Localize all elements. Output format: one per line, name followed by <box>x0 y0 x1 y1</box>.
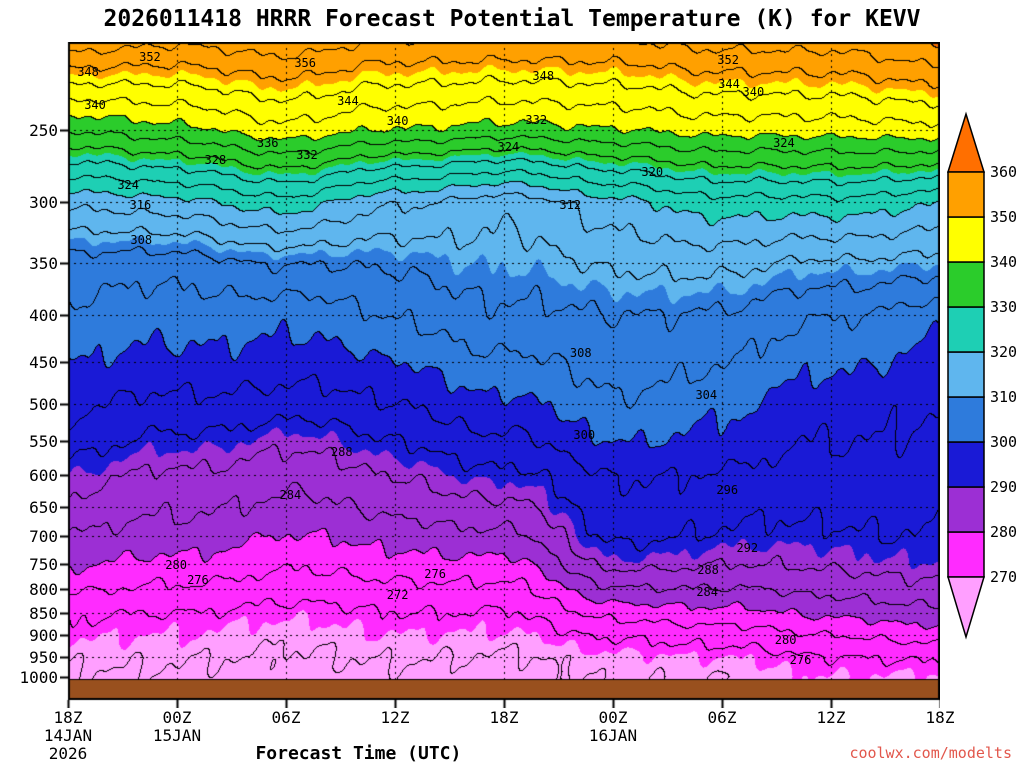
contour-line-label: 352 <box>717 52 739 67</box>
y-axis-tick-label: 800 <box>29 579 58 599</box>
x-axis-tick-label: 12Z <box>380 708 410 727</box>
colorbar-segment-340 <box>947 216 985 263</box>
colorbar-tick-label: 290 <box>990 478 1017 496</box>
x-axis-tick-label: 00Z <box>162 708 192 727</box>
contour-line-label: 344 <box>337 94 359 109</box>
y-axis-tick-label: 350 <box>29 253 58 273</box>
contour-line-label: 340 <box>386 113 409 128</box>
x-axis-date-label: 14JAN <box>43 726 93 745</box>
contour-line-label: 288 <box>330 444 353 459</box>
contour-line-label: 304 <box>695 387 718 402</box>
contour-line-label: 276 <box>789 652 812 667</box>
colorbar-segment-310 <box>947 351 985 398</box>
contour-line-label: 272 <box>386 587 409 602</box>
contour-line-label: 328 <box>204 152 227 167</box>
y-axis-tick-label: 700 <box>29 527 58 547</box>
watermark-link[interactable]: coolwx.com/modelts <box>849 744 1012 762</box>
contour-line-label: 280 <box>774 633 797 648</box>
colorbar-tick-label: 330 <box>990 298 1017 316</box>
y-axis-tick-label: 600 <box>29 466 58 486</box>
contour-plot-canvas <box>60 42 940 708</box>
colorbar-tick-label: 300 <box>990 433 1017 451</box>
contour-line-label: 308 <box>569 346 592 361</box>
contour-line-label: 276 <box>424 567 446 582</box>
chart-title: 2026011418 HRRR Forecast Potential Tempe… <box>103 6 921 32</box>
y-axis-tick-label: 300 <box>29 192 58 212</box>
y-axis-tick-label: 550 <box>29 432 58 452</box>
contour-line-label: 344 <box>718 77 740 92</box>
contour-line-label: 340 <box>84 98 106 113</box>
contour-line-label: 324 <box>773 136 795 151</box>
contour-line-label: 320 <box>641 165 664 180</box>
y-axis-tick-label: 250 <box>29 121 58 141</box>
colorbar-tick-label: 350 <box>990 208 1017 226</box>
colorbar-tick-label: 320 <box>990 343 1017 361</box>
colorbar-segment-320 <box>947 306 985 353</box>
x-axis-date-label: 15JAN <box>152 726 202 745</box>
contour-line-label: 324 <box>117 177 139 192</box>
y-axis-tick-label: 450 <box>29 352 58 372</box>
x-axis-date-label: 2026 <box>48 744 88 763</box>
y-axis-tick-label: 1000 <box>19 668 58 687</box>
contour-line-label: 356 <box>294 56 317 71</box>
contour-line-label: 292 <box>736 541 759 555</box>
contour-line-label: 336 <box>256 136 279 151</box>
colorbar-segment-270 <box>947 531 985 578</box>
x-axis-tick-label: 18Z <box>925 708 955 727</box>
colorbar-tick-label: 340 <box>990 253 1017 271</box>
colorbar-segment-330 <box>947 261 985 308</box>
contour-line-label: 316 <box>129 198 152 213</box>
contour-line-label: 280 <box>165 558 187 573</box>
x-axis-tick-label: 12Z <box>816 708 846 727</box>
colorbar-arrow-high <box>946 111 986 173</box>
x-axis-title: Forecast Time (UTC) <box>255 743 462 764</box>
colorbar-arrow-low <box>946 576 986 640</box>
contour-line-label: 308 <box>130 233 153 248</box>
contour-line-label: 296 <box>716 483 739 498</box>
colorbar-tick-label: 360 <box>990 163 1017 181</box>
contour-line-label: 288 <box>697 562 719 577</box>
y-axis-tick-label: 750 <box>29 554 58 574</box>
contour-line-label: 324 <box>497 140 520 155</box>
colorbar-segment-290 <box>947 441 985 488</box>
x-axis-tick-label: 06Z <box>271 708 301 727</box>
x-axis-tick-label: 06Z <box>707 708 737 727</box>
colorbar-tick-label: 280 <box>990 523 1017 541</box>
colorbar-tick-label: 270 <box>990 568 1017 586</box>
colorbar-segment-350 <box>947 171 985 218</box>
y-axis-tick-label: 950 <box>29 647 58 667</box>
colorbar: 270 280 290 300 310 320 330 340 350 360 <box>946 111 1017 640</box>
contour-line-label: 340 <box>742 85 765 99</box>
contour-line-label: 348 <box>77 65 99 80</box>
x-axis-tick-label: 18Z <box>53 708 83 727</box>
y-axis-tick-label: 900 <box>29 626 58 646</box>
x-axis-tick-label: 18Z <box>489 708 519 727</box>
y-axis-tick-label: 400 <box>29 306 58 326</box>
y-axis-tick-label: 850 <box>29 603 58 623</box>
contour-line-label: 276 <box>187 573 209 588</box>
contour-line-label: 348 <box>532 69 555 84</box>
y-axis-tick-label: 650 <box>29 498 58 518</box>
contour-line-label: 312 <box>559 198 582 213</box>
colorbar-tick-label: 310 <box>990 388 1017 406</box>
contour-line-label: 284 <box>696 585 719 600</box>
x-axis-date-label: 16JAN <box>588 726 638 745</box>
contour-line-label: 300 <box>573 427 596 442</box>
x-axis-tick-label: 00Z <box>598 708 628 727</box>
colorbar-segment-300 <box>947 396 985 443</box>
colorbar-segment-280 <box>947 486 985 533</box>
contour-line-label: 352 <box>139 50 161 65</box>
y-axis-tick-label: 500 <box>29 394 58 414</box>
contour-line-label: 284 <box>279 487 302 502</box>
contour-line-label: 332 <box>525 113 548 128</box>
contour-line-label: 332 <box>296 148 318 163</box>
